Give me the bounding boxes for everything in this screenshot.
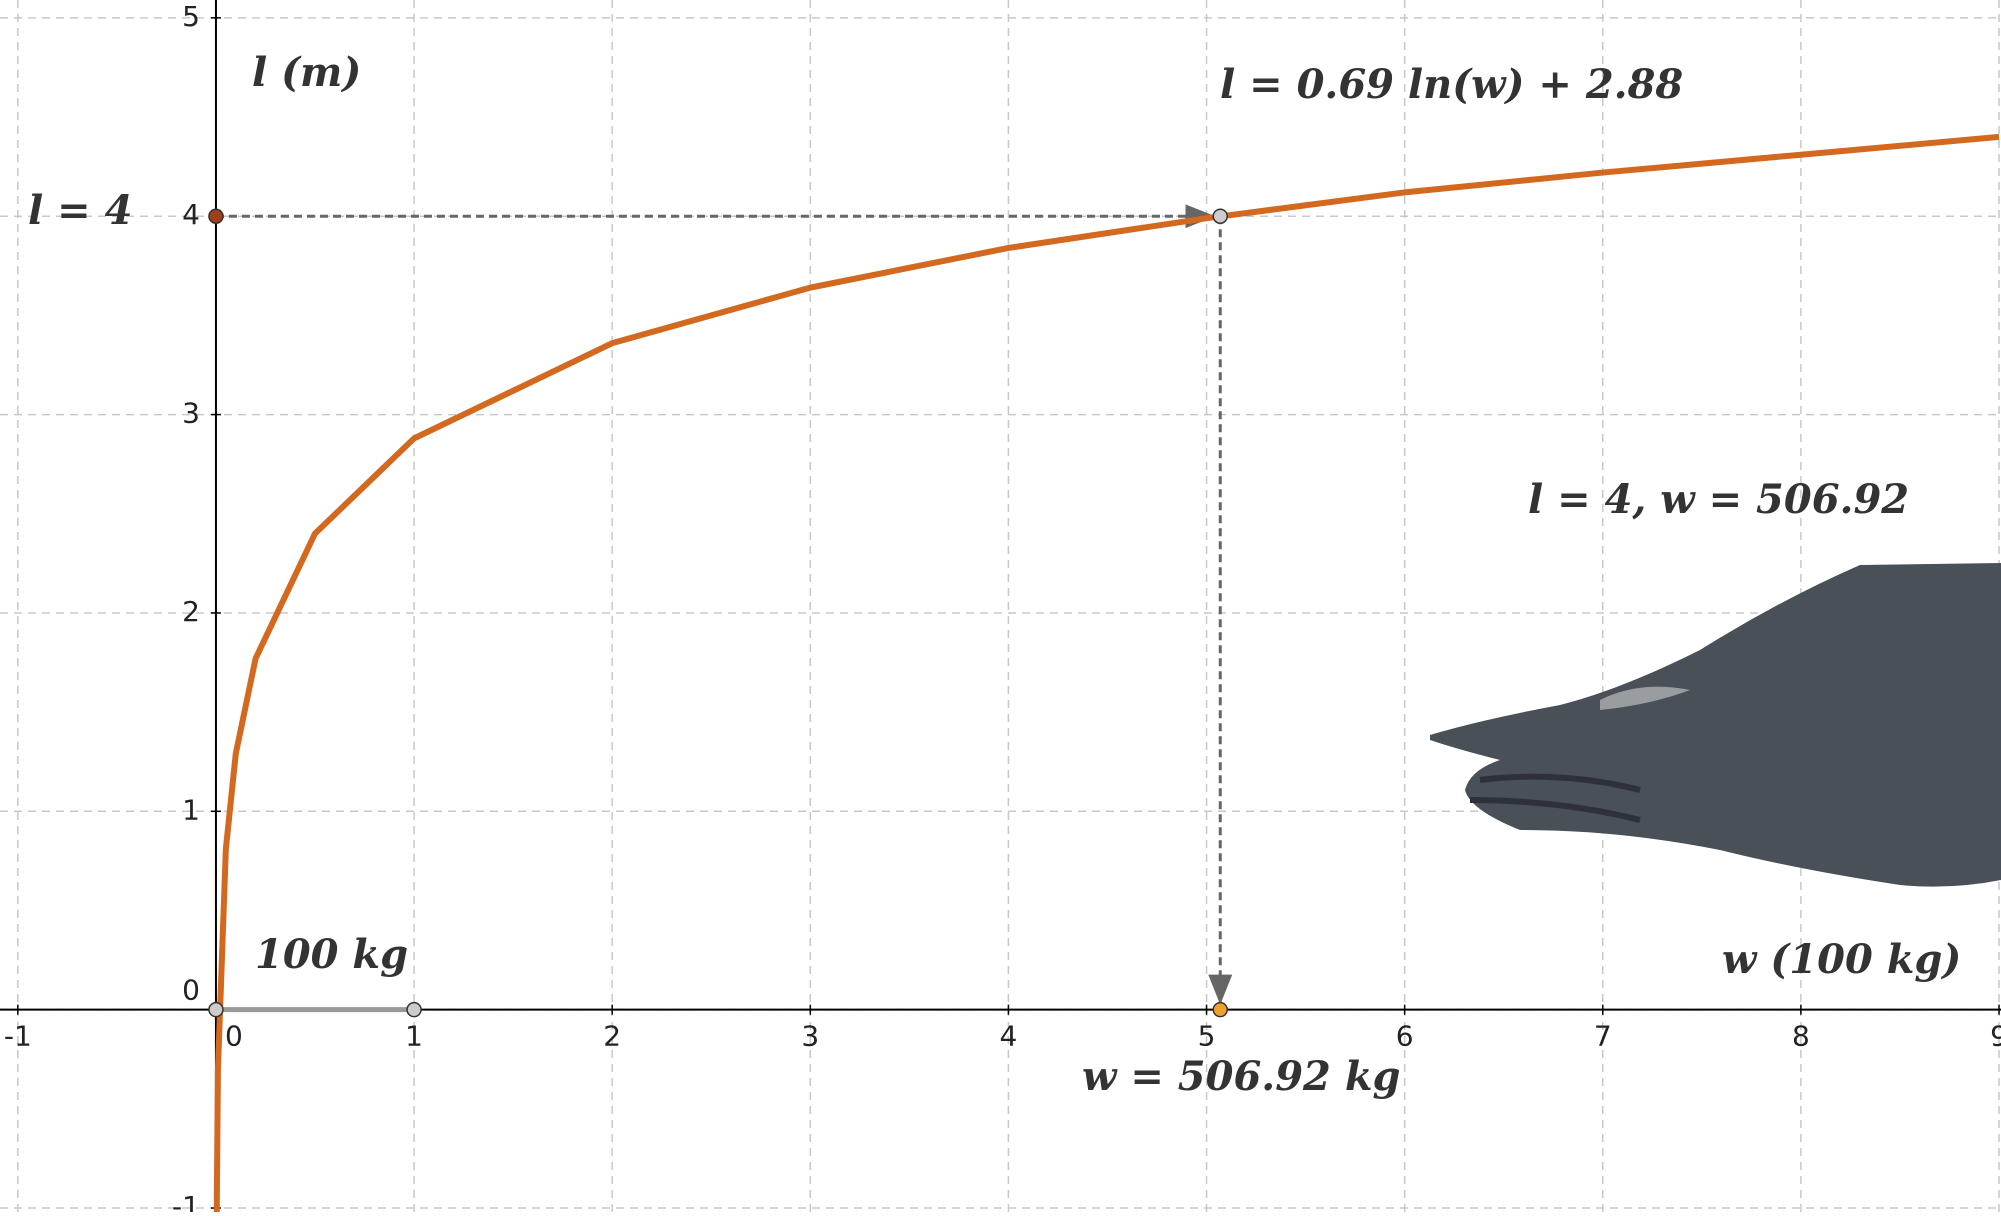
- point: [406, 1001, 422, 1018]
- point: [1212, 1001, 1229, 1018]
- point: [208, 1001, 224, 1018]
- x-tick-label: 5: [1198, 1020, 1216, 1053]
- y-tick-label: 4: [182, 198, 200, 231]
- y-tick-label: 1: [182, 793, 200, 826]
- x-tick-label: 8: [1792, 1020, 1810, 1053]
- point: [1212, 208, 1229, 224]
- equation-label: l = 0.69 ln(w) + 2.88: [1220, 61, 1683, 108]
- x-tick-label: 6: [1396, 1020, 1414, 1053]
- x-tick-label: 3: [801, 1020, 819, 1053]
- unit-label: 100 kg: [255, 931, 408, 978]
- x-tick-label: 7: [1594, 1020, 1612, 1053]
- point: [208, 208, 224, 224]
- x-tick-label: 0: [225, 1020, 243, 1053]
- x-tick-label: 9: [1990, 1020, 2001, 1053]
- x-tick-label: 1: [405, 1020, 423, 1053]
- result-label: l = 4, w = 506.92: [1528, 476, 1909, 523]
- answer-label: w = 506.92 kg: [1082, 1053, 1401, 1100]
- x-axis-label: w (100 kg): [1722, 936, 1961, 983]
- y-tick-label: 5: [182, 0, 200, 33]
- y-tick-label: -1: [172, 1190, 200, 1212]
- crocodile-foot: [1430, 563, 2001, 887]
- x-tick-label: -1: [4, 1020, 32, 1053]
- y-tick-label: 2: [182, 595, 200, 628]
- left-label: l = 4: [28, 187, 132, 234]
- y-axis-label: l (m): [252, 49, 361, 96]
- x-tick-label: 2: [603, 1020, 621, 1053]
- x-tick-label: 4: [1000, 1020, 1018, 1053]
- y-tick-label: 0: [182, 974, 200, 1007]
- curve: [213, 133, 2000, 1216]
- y-tick-label: 3: [182, 397, 200, 430]
